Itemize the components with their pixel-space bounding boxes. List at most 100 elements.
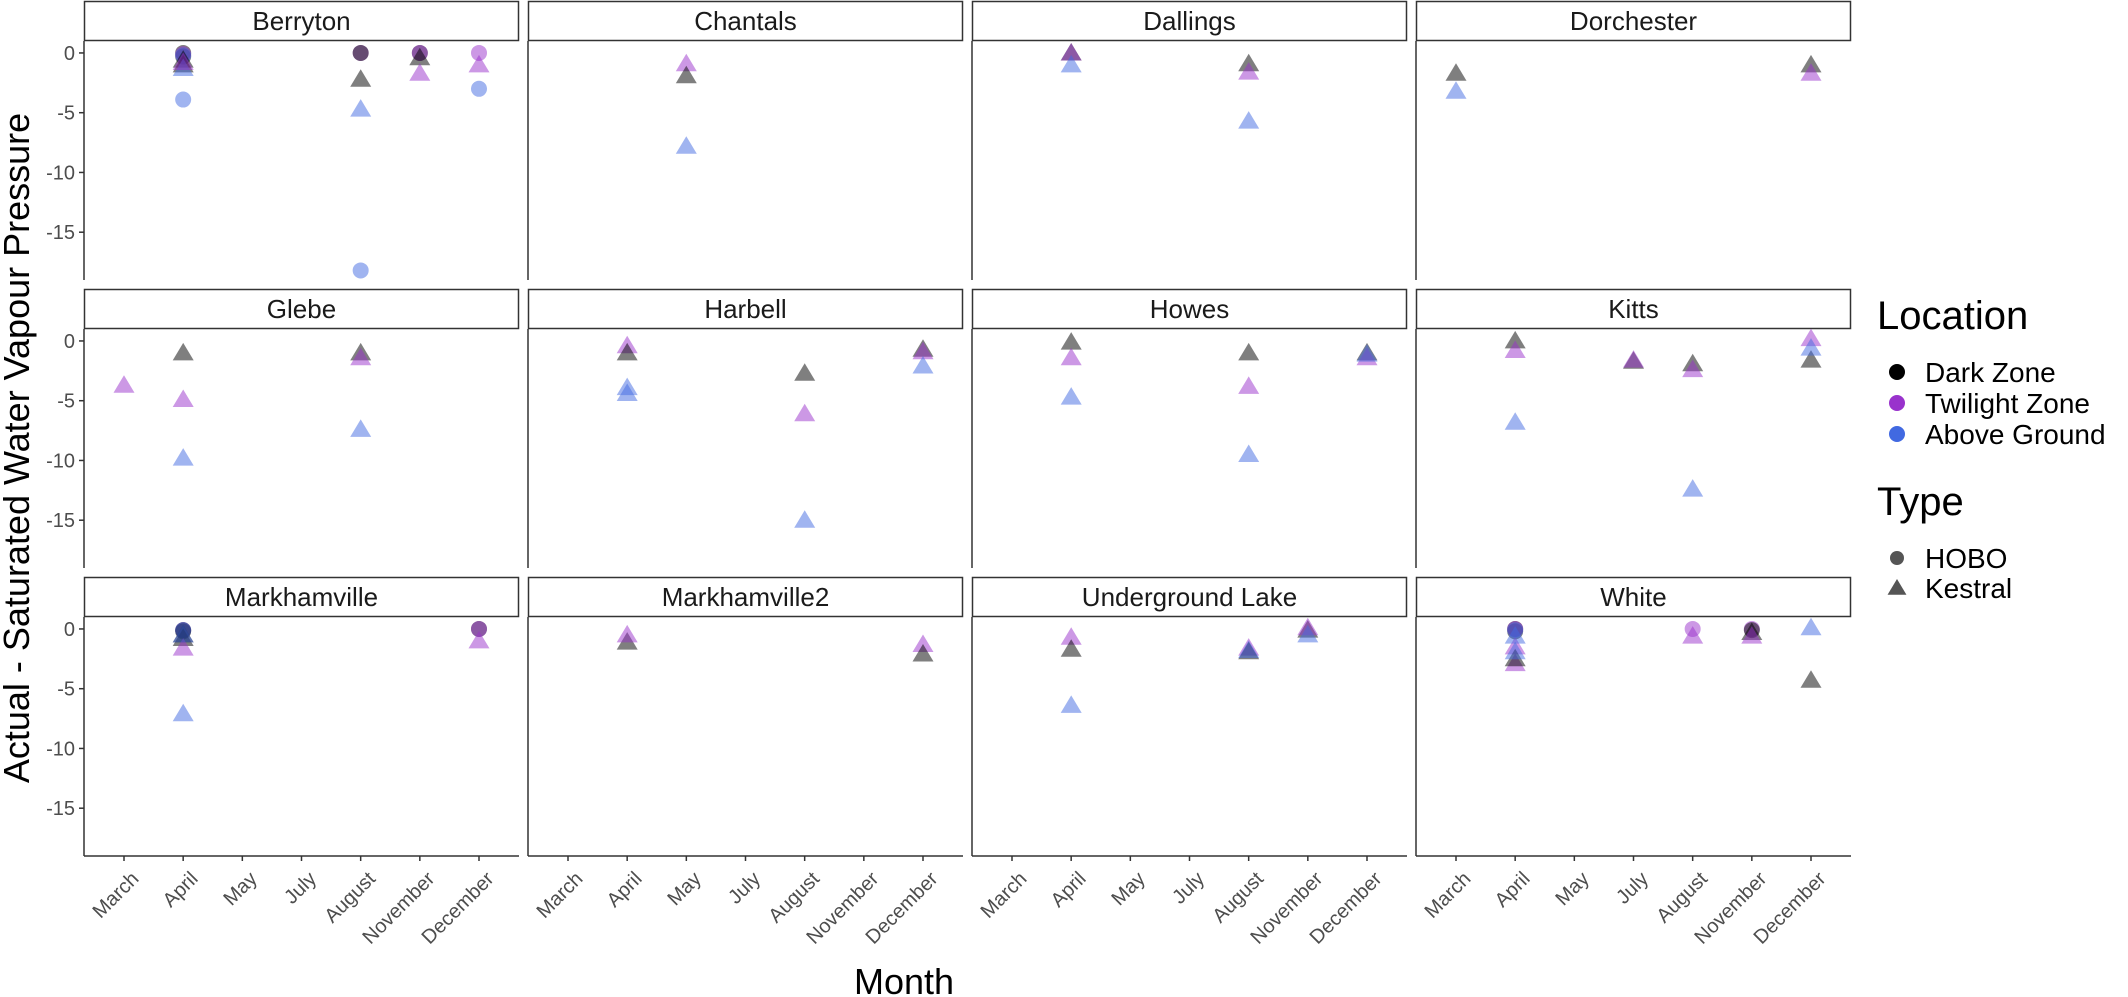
- data-point-twilight-zone-kestral: [409, 63, 431, 81]
- facet-strip: [527, 288, 964, 330]
- facet-strip-label: Underground Lake: [1082, 582, 1297, 612]
- data-point-twilight-zone-hobo: [471, 44, 487, 61]
- x-tick-label: August: [321, 868, 381, 928]
- data-point-above-ground-kestral: [1682, 479, 1704, 497]
- x-tick-label: April: [1047, 868, 1091, 912]
- data-point-twilight-zone-kestral: [794, 403, 816, 422]
- x-tick-label: July: [724, 868, 765, 909]
- legend-label-dark-zone: Dark Zone: [1925, 357, 2056, 388]
- facet-strip: [83, 288, 520, 330]
- x-tick-label: July: [1168, 868, 1209, 909]
- data-point-dark-zone-kestral: [1800, 350, 1822, 368]
- y-tick-label: -5: [57, 103, 75, 125]
- facet-strip: [1415, 576, 1852, 618]
- data-points: [1445, 54, 1822, 99]
- facet-strip: [971, 576, 1408, 618]
- facet-strip-label: White: [1600, 582, 1666, 612]
- data-point-twilight-zone-kestral: [172, 52, 194, 70]
- x-tick-label: August: [1653, 868, 1713, 928]
- data-point-dark-zone-kestral: [675, 65, 697, 84]
- x-tick-label: March: [533, 868, 588, 923]
- facet-strip-label: Markhamville: [225, 582, 378, 612]
- facet-panels: Berryton Chantals Dallings Dorchester Glebe H…: [83, 0, 1852, 857]
- data-points: [1504, 617, 1822, 688]
- data-point-dark-zone-kestral: [1445, 63, 1467, 81]
- data-points: [172, 44, 490, 279]
- data-point-above-ground-kestral: [350, 99, 372, 117]
- data-point-twilight-zone-kestral: [912, 634, 934, 652]
- data-point-above-ground-kestral: [912, 356, 934, 374]
- facet-strip: [971, 288, 1408, 330]
- data-point-dark-zone-kestral: [409, 47, 431, 66]
- legend-title-location: Location: [1877, 294, 2028, 338]
- data-point-above-ground-kestral: [1504, 412, 1526, 430]
- data-point-twilight-zone-kestral: [468, 54, 490, 73]
- data-point-dark-zone-hobo: [352, 44, 369, 61]
- data-point-dark-zone-kestral: [1060, 332, 1082, 350]
- data-point-dark-zone-kestral: [794, 363, 816, 381]
- data-point-above-ground-kestral: [1060, 695, 1082, 713]
- y-tick-label: -15: [46, 222, 75, 244]
- data-point-twilight-zone-kestral: [912, 341, 934, 360]
- x-tick-label: May: [1551, 868, 1593, 910]
- legend-key-dark-zone: [1889, 364, 1905, 380]
- facet-strip-label: Dallings: [1143, 6, 1236, 36]
- data-point-above-ground-kestral: [1238, 640, 1260, 658]
- x-tick-label: July: [1612, 868, 1653, 909]
- data-point-above-ground-kestral: [1504, 626, 1526, 644]
- data-point-twilight-zone-kestral: [1800, 328, 1822, 347]
- data-point-above-ground-kestral: [675, 136, 697, 154]
- facet-strip-label: Markhamville2: [662, 582, 830, 612]
- facet-panel-berryton: Berryton: [83, 0, 520, 280]
- y-tick-label: 0: [64, 43, 75, 65]
- data-point-twilight-zone-hobo: [471, 620, 487, 637]
- data-point-dark-zone-kestral: [1504, 330, 1526, 349]
- facet-panel-glebe: Glebe: [83, 288, 520, 568]
- data-point-above-ground-hobo: [471, 80, 487, 97]
- legend-key-kestral: [1887, 579, 1907, 595]
- x-tick-label: May: [663, 868, 705, 910]
- data-point-above-ground-kestral: [1238, 111, 1260, 129]
- data-point-above-ground-kestral: [1800, 617, 1822, 636]
- data-point-dark-zone-kestral: [172, 342, 194, 361]
- data-point-above-ground-kestral: [1504, 641, 1526, 660]
- data-point-twilight-zone-kestral: [616, 624, 638, 643]
- x-tick-label: July: [280, 868, 321, 909]
- facet-strip: [1415, 288, 1852, 330]
- data-point-above-ground-kestral: [1800, 338, 1822, 356]
- facet-strip-label: Harbell: [704, 294, 786, 324]
- legend-key-hobo: [1890, 551, 1904, 565]
- data-point-twilight-zone-kestral: [1741, 626, 1763, 644]
- legend-title-type: Type: [1877, 480, 1964, 524]
- data-points: [113, 342, 372, 466]
- y-tick-label: -15: [46, 510, 75, 532]
- facet-panel-kitts: Kitts: [1415, 288, 1852, 568]
- x-tick-label: August: [765, 868, 825, 928]
- x-tick-label: March: [977, 868, 1032, 923]
- data-point-dark-zone-kestral: [616, 342, 638, 361]
- x-tick-label: August: [1209, 868, 1269, 928]
- data-point-twilight-zone-kestral: [1238, 376, 1260, 394]
- x-tick-label: May: [219, 868, 261, 910]
- facet-strip-label: Kitts: [1608, 294, 1659, 324]
- facet-panel-dallings: Dallings: [971, 0, 1408, 280]
- facet-panel-dorchester: Dorchester: [1415, 0, 1852, 280]
- facet-panel-markhamville: Markhamville: [83, 576, 520, 857]
- data-point-above-ground-hobo: [352, 262, 369, 279]
- data-point-dark-zone-kestral: [1238, 342, 1260, 361]
- data-point-above-ground-kestral: [172, 448, 194, 466]
- facet-strip-label: Chantals: [694, 6, 797, 36]
- data-point-above-ground-kestral: [172, 624, 194, 643]
- facet-strip-label: Howes: [1150, 294, 1229, 324]
- data-point-above-ground-kestral: [1297, 624, 1319, 643]
- facet-panel-white: White: [1415, 576, 1852, 857]
- data-point-twilight-zone-kestral: [113, 375, 135, 393]
- x-tick-label: April: [1491, 868, 1535, 912]
- data-point-twilight-zone-kestral: [1060, 43, 1082, 61]
- data-points: [1060, 332, 1378, 462]
- facet-strip: [527, 0, 964, 42]
- facet-panel-harbell: Harbell: [527, 288, 964, 568]
- data-points: [1504, 328, 1822, 497]
